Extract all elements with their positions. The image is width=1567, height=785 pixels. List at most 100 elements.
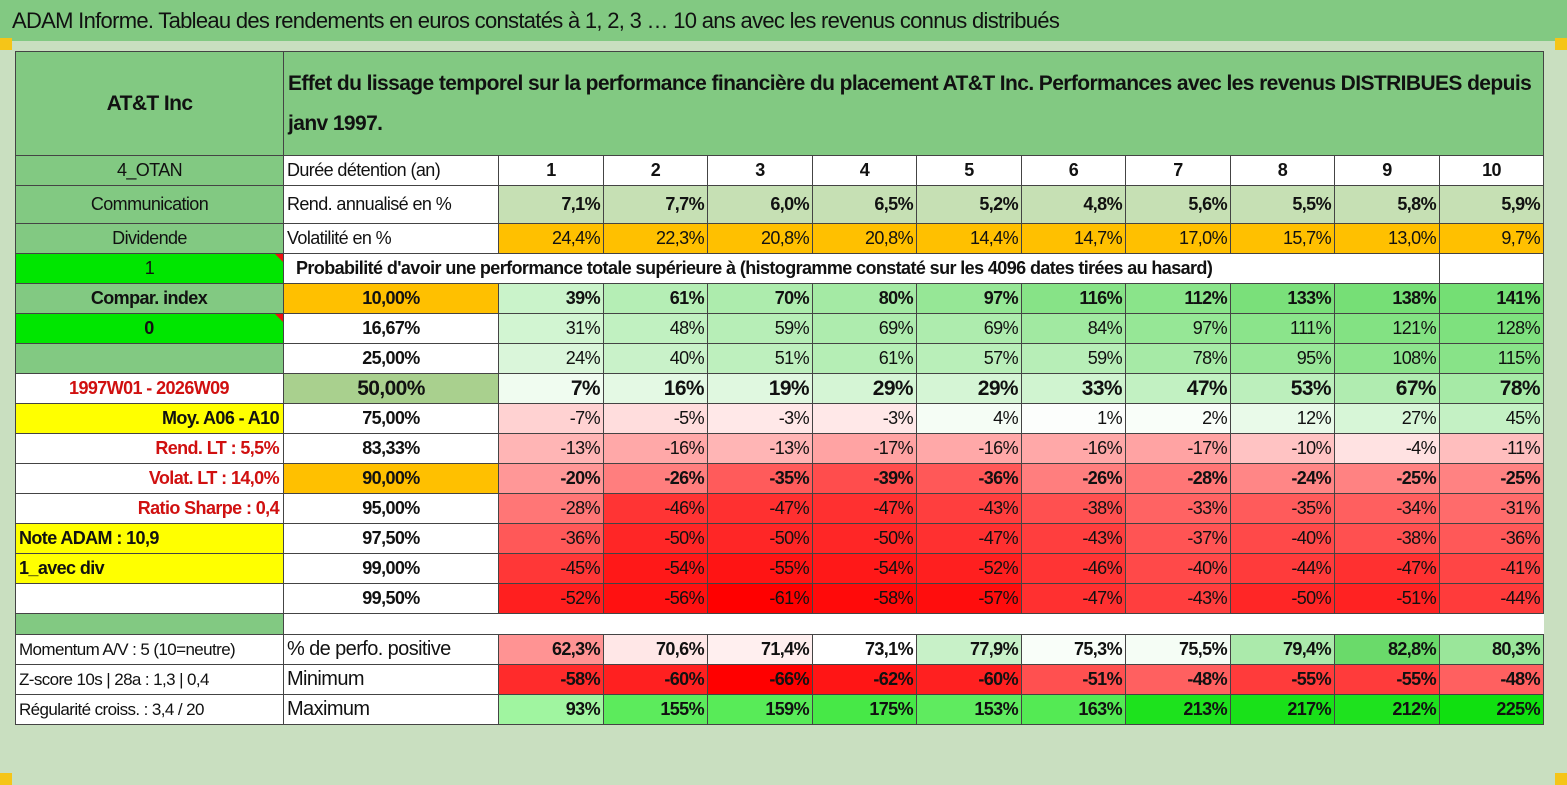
proba-value: -5% [603, 403, 708, 434]
vol-value: 14,7% [1021, 223, 1126, 254]
description: Effet du lissage temporel sur la perform… [283, 51, 1544, 156]
proba-value: -40% [1125, 553, 1231, 584]
stat-value: 175% [812, 694, 917, 725]
proba-value: 33% [1021, 373, 1126, 404]
duration-header: 4 [812, 155, 917, 186]
proba-value: 40% [603, 343, 708, 374]
compar-cell: Compar. index [15, 283, 284, 314]
proba-value: -38% [1021, 493, 1126, 524]
proba-value: 69% [916, 313, 1022, 344]
proba-value: 47% [1125, 373, 1231, 404]
proba-value: 78% [1439, 373, 1544, 404]
stat-value: 62,3% [498, 634, 604, 665]
vol-value: 22,3% [603, 223, 708, 254]
proba-value: 29% [916, 373, 1022, 404]
spacer-cell [283, 613, 499, 635]
duration-header: 10 [1439, 155, 1544, 186]
sharpe-cell: Ratio Sharpe : 0,4 [15, 493, 284, 524]
proba-value: -47% [1021, 583, 1126, 614]
corner-marker [0, 38, 12, 50]
proba-threshold: 90,00% [283, 463, 499, 494]
proba-value: -33% [1125, 493, 1231, 524]
stat-value: 70,6% [603, 634, 708, 665]
proba-threshold: 10,00% [283, 283, 499, 314]
proba-value: 2% [1125, 403, 1231, 434]
spacer-cell [1021, 613, 1126, 635]
spacer-cell [498, 613, 604, 635]
proba-value: 111% [1230, 313, 1335, 344]
proba-value: 61% [603, 283, 708, 314]
proba-value: 19% [707, 373, 813, 404]
proba-value: -40% [1230, 523, 1335, 554]
proba-threshold: 99,50% [283, 583, 499, 614]
stat-value: 82,8% [1334, 634, 1440, 665]
stat-value: 212% [1334, 694, 1440, 725]
stat-value: -62% [812, 664, 917, 695]
proba-value: -31% [1439, 493, 1544, 524]
stat-value: 155% [603, 694, 708, 725]
proba-value: 31% [498, 313, 604, 344]
proba-threshold: 95,00% [283, 493, 499, 524]
proba-value: -3% [707, 403, 813, 434]
vol-value: 20,8% [707, 223, 813, 254]
proba-value: -3% [812, 403, 917, 434]
proba-value: -52% [916, 553, 1022, 584]
note-cell: Note ADAM : 10,9 [15, 523, 284, 554]
spacer-cell [1439, 613, 1544, 635]
proba-value: -17% [812, 433, 917, 464]
stat-value: -58% [498, 664, 604, 695]
rend-value: 6,0% [707, 185, 813, 224]
spacer-cell [1230, 613, 1335, 635]
proba-value: -35% [707, 463, 813, 494]
stat-value: 75,5% [1125, 634, 1231, 665]
rend-value: 7,7% [603, 185, 708, 224]
rend-lt-cell: Rend. LT : 5,5% [15, 433, 284, 464]
proba-value: -45% [498, 553, 604, 584]
stat-value: -55% [1334, 664, 1440, 695]
stat-value: 80,3% [1439, 634, 1544, 665]
proba-value: -55% [707, 553, 813, 584]
proba-value: -28% [1125, 463, 1231, 494]
stat-label: Minimum [283, 664, 499, 695]
proba-value: 51% [707, 343, 813, 374]
proba-value: 48% [603, 313, 708, 344]
proba-value: 84% [1021, 313, 1126, 344]
stat-value: 225% [1439, 694, 1544, 725]
proba-value: -13% [498, 433, 604, 464]
duration-header: 1 [498, 155, 604, 186]
stat-value: -48% [1125, 664, 1231, 695]
proba-value: 112% [1125, 283, 1231, 314]
vol-value: 9,7% [1439, 223, 1544, 254]
performance-table: AT&T Inc Effet du lissage temporel sur la… [15, 51, 1544, 725]
proba-value: 95% [1230, 343, 1335, 374]
proba-value: 97% [916, 283, 1022, 314]
page-title: ADAM Informe. Tableau des rendements en … [12, 8, 1060, 33]
proba-value: 16% [603, 373, 708, 404]
stat-left-cell: Z-score 10s | 28a : 1,3 | 0,4 [15, 664, 284, 695]
proba-value: -43% [1021, 523, 1126, 554]
stat-label: Maximum [283, 694, 499, 725]
proba-value: -36% [916, 463, 1022, 494]
proba-value: 12% [1230, 403, 1335, 434]
proba-value: -47% [812, 493, 917, 524]
proba-value: -34% [1334, 493, 1440, 524]
volat-lt-cell: Volat. LT : 14,0% [15, 463, 284, 494]
asset-name: AT&T Inc [15, 51, 284, 156]
vol-value: 20,8% [812, 223, 917, 254]
duration-header: 7 [1125, 155, 1231, 186]
proba-value: 29% [812, 373, 917, 404]
proba-value: 45% [1439, 403, 1544, 434]
proba-value: -52% [498, 583, 604, 614]
proba-value: 59% [707, 313, 813, 344]
proba-value: -26% [1021, 463, 1126, 494]
spacer-cell [1125, 613, 1231, 635]
corner-marker [1555, 38, 1567, 50]
proba-value: -50% [707, 523, 813, 554]
blank-cell [15, 583, 284, 614]
rend-label: Rend. annualisé en % [283, 185, 499, 224]
title-bar: ADAM Informe. Tableau des rendements en … [0, 0, 1567, 41]
vol-value: 13,0% [1334, 223, 1440, 254]
proba-value: 4% [916, 403, 1022, 434]
vol-label: Volatilité en % [283, 223, 499, 254]
vol-value: 15,7% [1230, 223, 1335, 254]
